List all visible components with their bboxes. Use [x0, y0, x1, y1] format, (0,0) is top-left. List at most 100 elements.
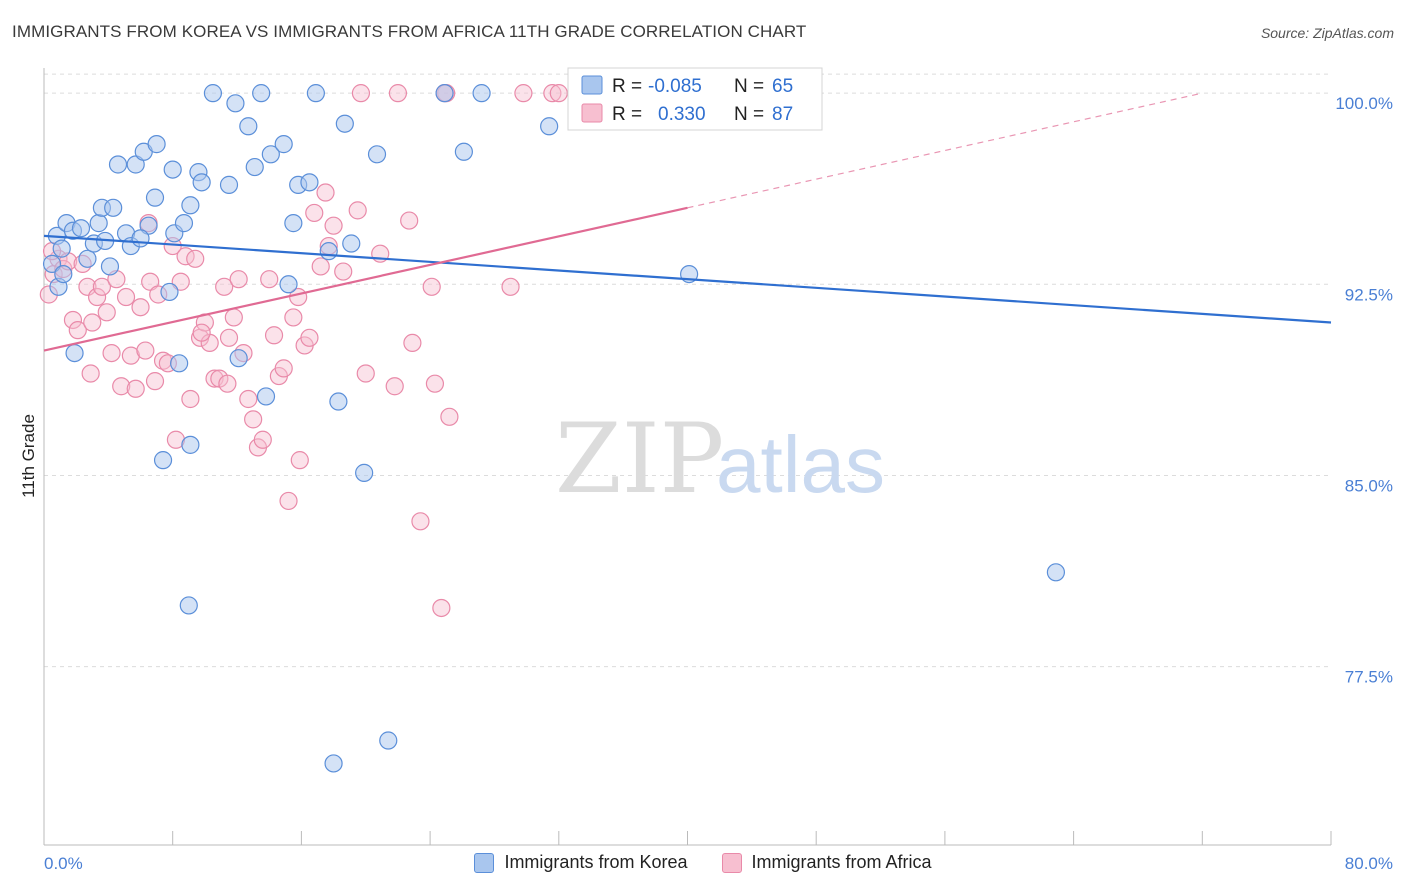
data-point-africa	[136, 341, 155, 360]
data-point-africa	[126, 379, 145, 398]
series-legend: Immigrants from Korea Immigrants from Af…	[0, 852, 1406, 873]
legend-r-value-africa: 0.330	[658, 104, 706, 125]
axes: 0.0% 80.0%	[43, 68, 1393, 873]
data-point-korea	[65, 344, 84, 363]
series-korea-points	[42, 84, 1066, 773]
data-point-africa	[385, 377, 404, 396]
data-point-korea	[472, 84, 491, 103]
data-point-korea	[279, 275, 298, 294]
data-point-africa	[324, 216, 343, 235]
legend-box-frame	[567, 67, 823, 131]
legend-n-value-africa: 87	[772, 104, 793, 125]
data-point-korea	[131, 229, 150, 248]
data-point-africa	[440, 407, 459, 426]
data-point-africa	[425, 374, 445, 393]
data-point-africa	[388, 84, 408, 103]
data-point-africa	[432, 598, 451, 618]
data-point-africa	[121, 346, 140, 365]
watermark-atlas: atlas	[716, 420, 885, 509]
data-point-africa	[400, 211, 419, 230]
data-point-africa	[348, 201, 367, 220]
data-point-korea	[367, 145, 387, 164]
data-point-africa	[264, 326, 284, 345]
data-point-korea	[355, 463, 374, 482]
legend-r-label-africa: R =	[612, 104, 642, 125]
data-point-africa	[218, 374, 237, 393]
data-point-africa	[215, 277, 234, 296]
legend-item-africa[interactable]: Immigrants from Africa	[721, 852, 932, 873]
data-point-korea	[203, 84, 223, 103]
data-point-africa	[116, 287, 136, 307]
data-point-africa	[543, 84, 562, 103]
data-point-africa	[181, 389, 200, 409]
data-point-korea	[108, 155, 128, 174]
data-point-africa	[253, 430, 272, 449]
data-point-korea	[324, 754, 343, 773]
data-point-africa	[112, 377, 131, 396]
data-point-africa	[316, 183, 335, 202]
data-point-africa	[334, 262, 353, 281]
data-point-korea	[1046, 563, 1066, 582]
y-tick-label: 77.5%	[1345, 668, 1393, 687]
legend-label-korea: Immigrants from Korea	[504, 852, 688, 872]
data-point-africa	[244, 410, 263, 429]
data-point-korea	[89, 214, 108, 233]
data-point-africa	[171, 272, 190, 291]
data-point-africa	[131, 298, 150, 317]
data-point-korea	[226, 94, 245, 113]
data-point-africa	[219, 328, 239, 347]
data-point-africa	[81, 364, 100, 383]
legend-r-label-korea: R =	[612, 76, 642, 97]
data-point-africa	[403, 333, 422, 353]
data-point-korea	[256, 387, 276, 406]
data-point-korea	[540, 117, 559, 136]
y-tick-label: 92.5%	[1345, 285, 1393, 304]
legend-n-value-korea: 65	[772, 76, 793, 97]
data-point-africa	[83, 313, 102, 332]
data-point-korea	[454, 142, 473, 161]
correlation-legend: R = -0.085 N = 65 R = 0.330 N = 87	[567, 67, 823, 131]
legend-swatch-africa-bottom	[721, 852, 742, 873]
watermark: ZIP atlas	[555, 403, 885, 515]
legend-item-korea[interactable]: Immigrants from Korea	[474, 852, 688, 873]
data-point-korea	[52, 239, 71, 258]
data-point-korea	[245, 157, 264, 177]
data-point-africa	[97, 303, 116, 322]
data-point-korea	[435, 84, 454, 103]
legend-n-label-korea: N =	[734, 76, 764, 97]
data-point-africa	[102, 344, 121, 363]
chart-source: Source: ZipAtlas.com	[1260, 25, 1394, 41]
data-point-africa	[68, 321, 87, 340]
data-point-africa	[300, 328, 319, 347]
data-point-korea	[71, 219, 91, 238]
data-point-korea	[153, 451, 173, 470]
data-point-korea	[284, 214, 303, 233]
data-point-africa	[239, 389, 258, 409]
data-point-korea	[174, 214, 194, 233]
data-point-korea	[42, 254, 62, 273]
trendline-africa	[43, 206, 688, 352]
legend-r-value-korea: -0.085	[648, 76, 702, 97]
data-point-korea	[300, 173, 319, 192]
data-point-africa	[549, 84, 568, 103]
data-point-africa	[311, 257, 330, 276]
x-tick-label: 0.0%	[44, 854, 83, 873]
data-point-korea	[163, 160, 182, 179]
data-point-korea	[229, 349, 248, 368]
data-point-korea	[54, 264, 73, 284]
data-point-africa	[145, 372, 165, 391]
trendline-korea	[43, 234, 1332, 324]
data-point-africa	[305, 203, 324, 223]
data-point-korea	[306, 84, 325, 103]
data-point-africa	[351, 84, 371, 103]
data-point-korea	[78, 249, 97, 268]
data-point-africa	[186, 249, 205, 268]
data-point-africa	[501, 277, 520, 296]
y-axis-title: 11th Grade	[19, 414, 38, 498]
data-point-korea	[335, 114, 354, 133]
data-point-korea	[170, 354, 189, 373]
data-point-korea	[100, 257, 120, 276]
data-point-africa	[284, 308, 303, 327]
data-point-africa	[514, 84, 533, 103]
